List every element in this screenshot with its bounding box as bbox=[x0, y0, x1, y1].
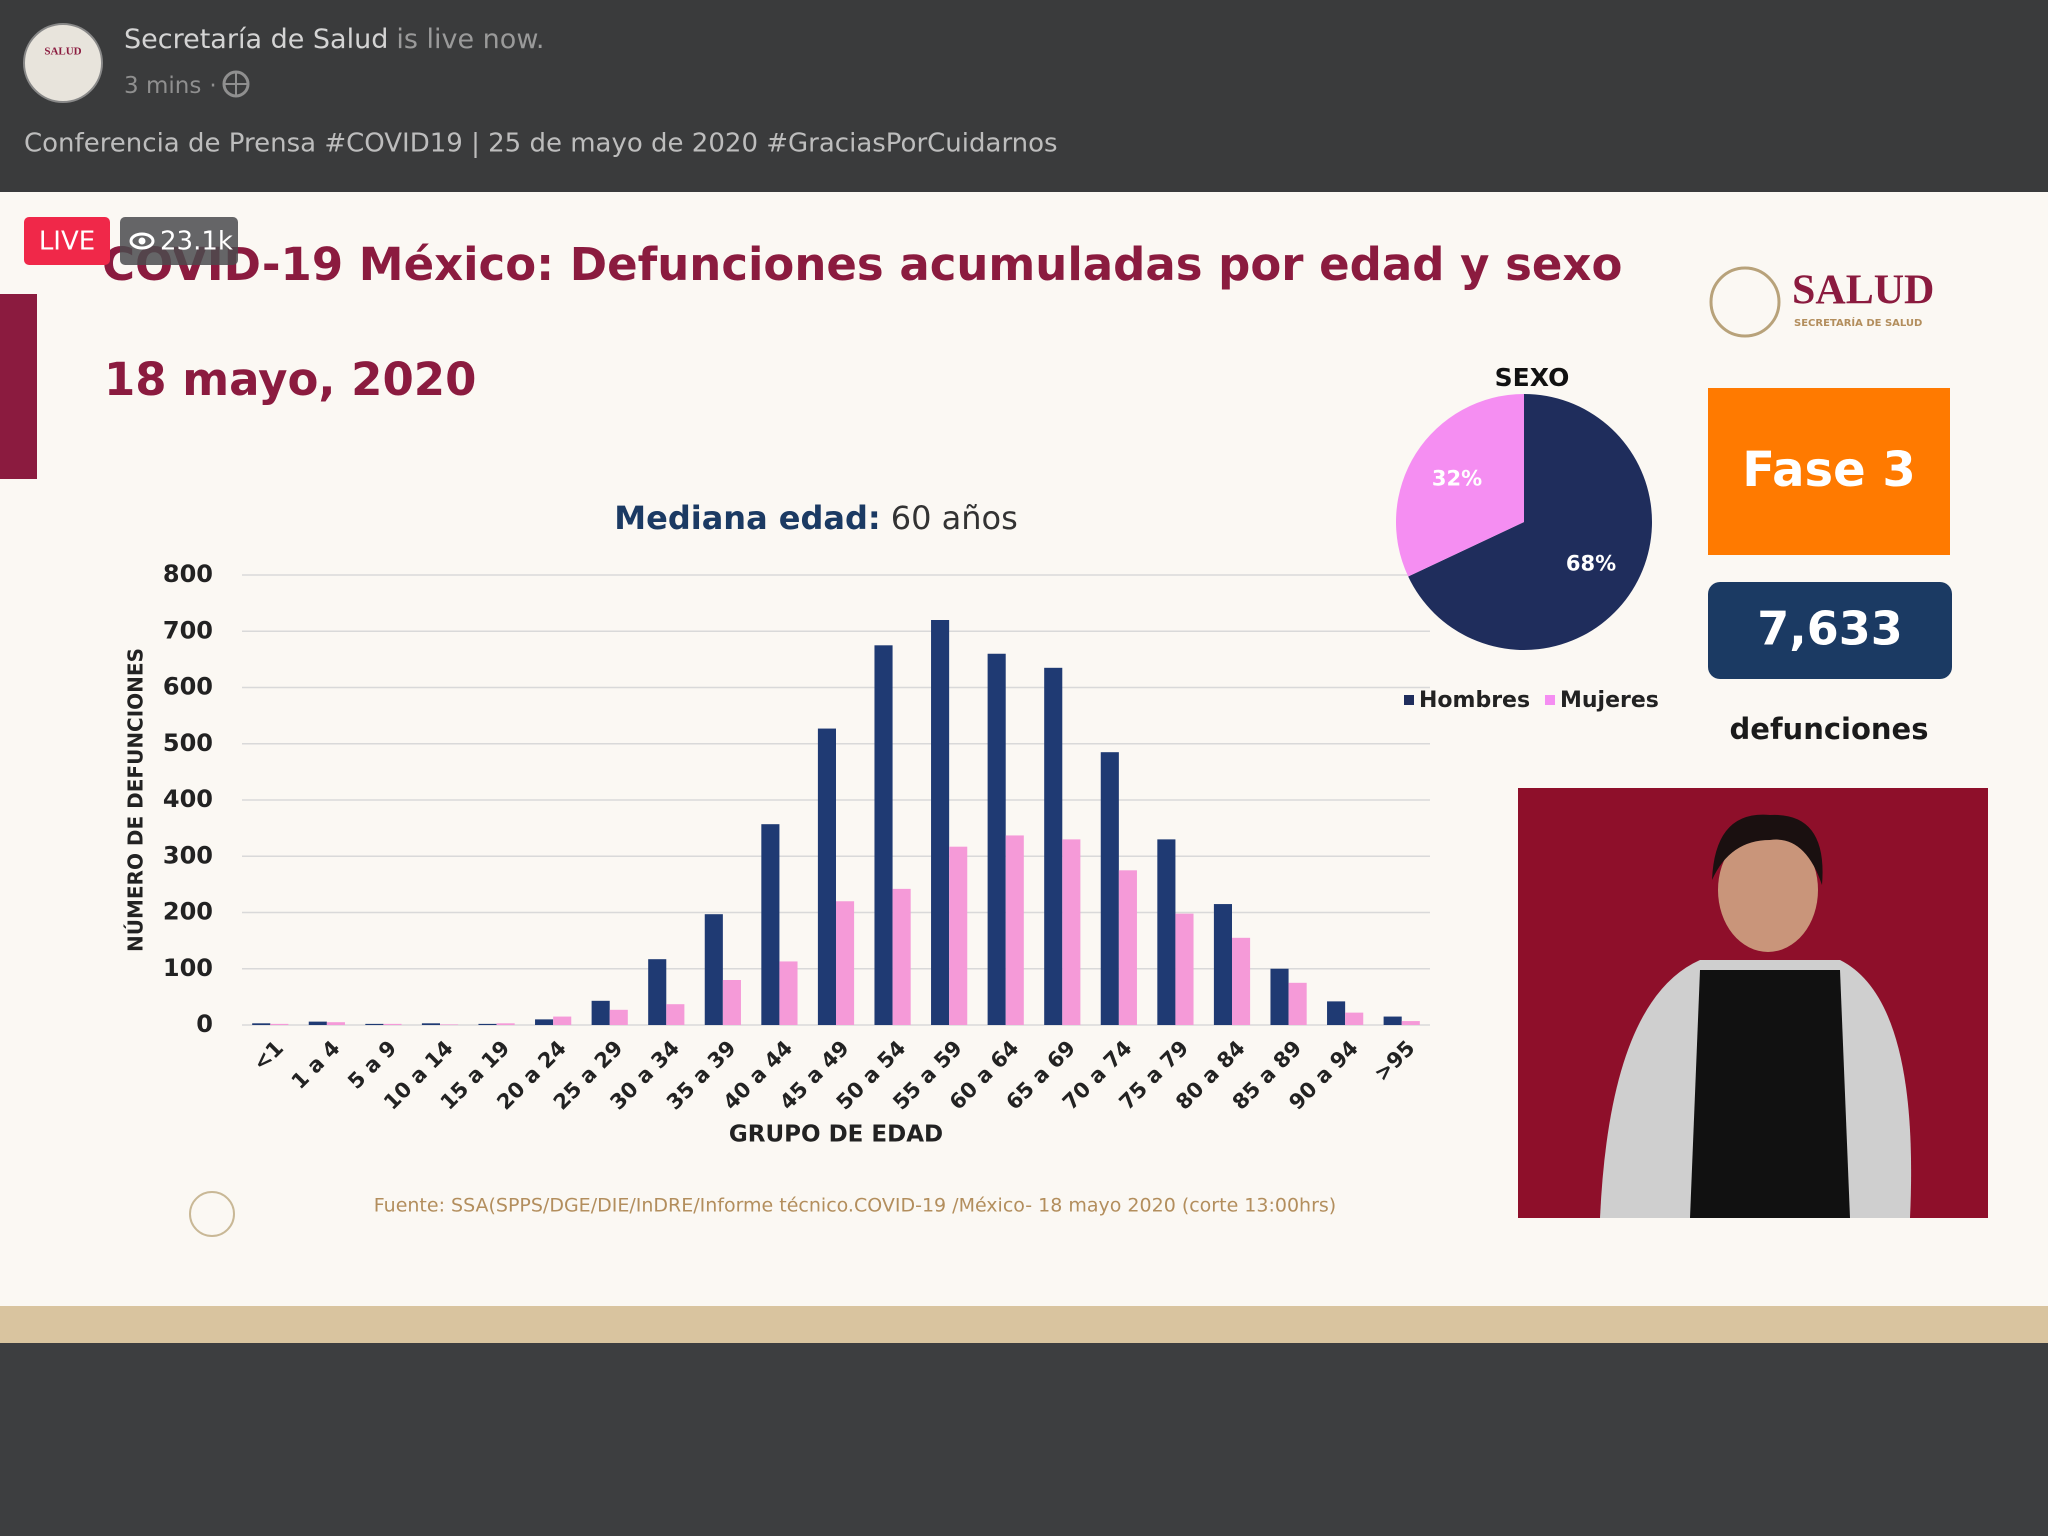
phase-box bbox=[1708, 388, 1950, 555]
bar bbox=[1288, 982, 1307, 1025]
bar bbox=[722, 980, 741, 1025]
pie-slice bbox=[1408, 394, 1652, 650]
eye-icon bbox=[129, 232, 155, 250]
page-name[interactable]: Secretaría de Salud bbox=[124, 24, 388, 55]
legend-swatch bbox=[1404, 695, 1414, 705]
bar bbox=[1401, 1021, 1420, 1025]
y-tick-label: 700 bbox=[163, 616, 213, 644]
phase-text: Fase 3 bbox=[1742, 442, 1916, 498]
bar bbox=[383, 1023, 402, 1025]
bar bbox=[1270, 968, 1289, 1025]
post-meta: 3 mins · bbox=[124, 73, 217, 99]
bar bbox=[1100, 752, 1119, 1025]
total-label: defunciones bbox=[1730, 712, 1929, 746]
pie-value-label: 68% bbox=[1566, 552, 1616, 576]
avatar-text: SALUD bbox=[44, 46, 81, 58]
globe-icon bbox=[222, 70, 250, 98]
bar bbox=[931, 620, 950, 1025]
slide-title: COVID-19 México: Defunciones acumuladas … bbox=[102, 238, 1622, 291]
legend-label: Hombres bbox=[1419, 688, 1530, 713]
pie-slice bbox=[1396, 394, 1524, 577]
slide-accent bbox=[0, 294, 37, 479]
y-tick-label: 600 bbox=[163, 673, 213, 701]
source: Fuente: SSA(SPPS/DGE/DIE/InDRE/Informe t… bbox=[374, 1195, 1336, 1217]
legend-label: Mujeres bbox=[1560, 688, 1659, 713]
bar bbox=[1345, 1012, 1364, 1025]
bar bbox=[553, 1016, 572, 1025]
bar bbox=[535, 1019, 554, 1025]
logo: SALUD bbox=[1792, 268, 1934, 314]
bar bbox=[365, 1023, 384, 1025]
total-box bbox=[1708, 582, 1952, 679]
pie-title: SEXO bbox=[1495, 363, 1570, 392]
bar bbox=[1175, 913, 1194, 1025]
median-label: Mediana edad: bbox=[614, 499, 880, 537]
bar bbox=[1157, 839, 1176, 1025]
live-text: LIVE bbox=[39, 227, 95, 257]
bar bbox=[1327, 1001, 1346, 1025]
bar bbox=[1005, 835, 1024, 1025]
y-tick-label: 500 bbox=[163, 729, 213, 757]
pie-value-label: 32% bbox=[1432, 466, 1482, 490]
y-tick-label: 800 bbox=[163, 560, 213, 588]
bar bbox=[1213, 904, 1232, 1025]
bar bbox=[308, 1021, 327, 1025]
separator: · bbox=[209, 73, 216, 99]
bar bbox=[761, 824, 780, 1025]
y-tick-label: 300 bbox=[163, 841, 213, 869]
bar bbox=[326, 1022, 345, 1025]
interpreter bbox=[1600, 814, 1912, 1218]
y-axis-label: NÚMERO DE DEFUNCIONES bbox=[124, 648, 148, 952]
bar bbox=[609, 1009, 628, 1025]
y-tick-label: 0 bbox=[196, 1010, 213, 1038]
bar bbox=[440, 1024, 459, 1025]
bar bbox=[949, 846, 968, 1025]
bar bbox=[1232, 937, 1251, 1025]
slide-stripe bbox=[0, 1306, 2048, 1343]
bar bbox=[648, 959, 667, 1025]
total-value: 7,633 bbox=[1757, 602, 1903, 656]
bar bbox=[666, 1004, 685, 1025]
bar bbox=[874, 645, 893, 1025]
logo-subtitle: SECRETARÍA DE SALUD bbox=[1794, 316, 1922, 329]
bar bbox=[478, 1023, 497, 1025]
bar bbox=[1044, 667, 1063, 1025]
post-caption: Conferencia de Prensa #COVID19 | 25 de m… bbox=[24, 129, 1058, 159]
emblem bbox=[1709, 266, 1781, 338]
legend-swatch bbox=[1545, 695, 1555, 705]
post-author[interactable]: Secretaría de Salud is live now. bbox=[124, 24, 545, 55]
bar bbox=[1383, 1016, 1402, 1025]
live-badge bbox=[24, 217, 110, 265]
bar bbox=[987, 653, 1006, 1025]
bar bbox=[779, 961, 798, 1025]
bar bbox=[421, 1023, 440, 1025]
median-value: 60 años bbox=[891, 499, 1018, 537]
bar bbox=[496, 1023, 515, 1025]
live-status: is live now. bbox=[396, 24, 544, 55]
viewers-badge bbox=[120, 217, 238, 265]
bar bbox=[1118, 870, 1137, 1025]
bar bbox=[591, 1000, 610, 1025]
bar bbox=[252, 1023, 271, 1025]
bar bbox=[836, 901, 855, 1025]
y-tick-label: 400 bbox=[163, 785, 213, 813]
y-tick-label: 100 bbox=[163, 954, 213, 982]
bar bbox=[817, 728, 836, 1025]
bar bbox=[1062, 839, 1081, 1025]
avatar[interactable] bbox=[23, 23, 103, 103]
footer-emblem bbox=[189, 1191, 235, 1237]
post-time[interactable]: 3 mins bbox=[124, 73, 201, 99]
x-axis-label: GRUPO DE EDAD bbox=[729, 1122, 943, 1148]
y-tick-label: 200 bbox=[163, 898, 213, 926]
median-annotation: Mediana edad: 60 años bbox=[614, 499, 1017, 537]
bar bbox=[704, 914, 723, 1025]
viewers-count: 23.1k bbox=[160, 227, 233, 257]
bar bbox=[270, 1023, 289, 1025]
slide-date: 18 mayo, 2020 bbox=[104, 353, 476, 406]
bar bbox=[892, 888, 911, 1025]
post-header bbox=[0, 0, 2048, 192]
